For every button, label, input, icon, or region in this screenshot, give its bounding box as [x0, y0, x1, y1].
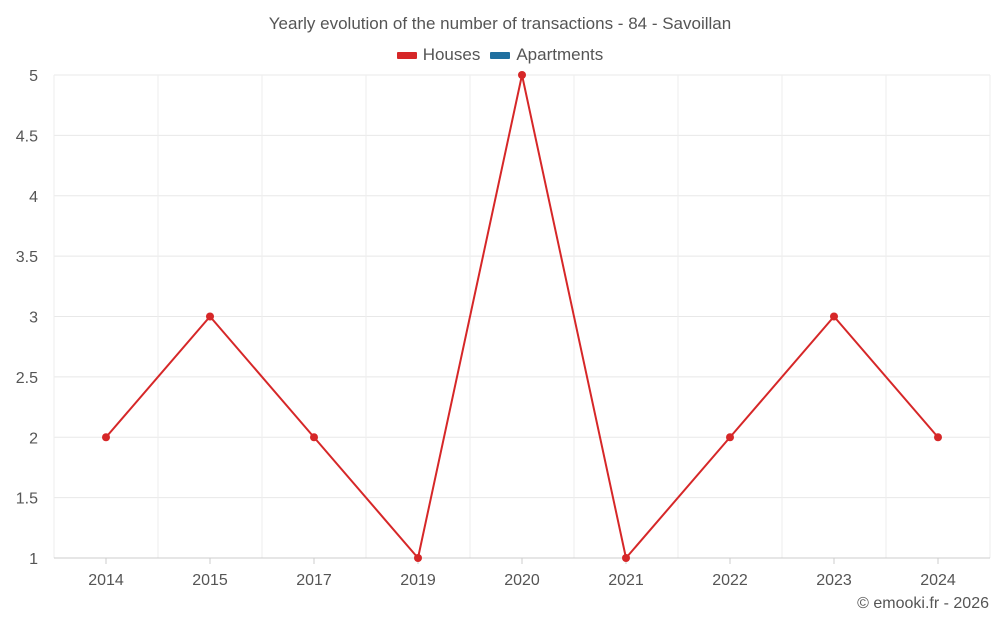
legend-item-houses[interactable]: Houses — [396, 45, 481, 65]
x-tick-label: 2015 — [192, 572, 228, 589]
chart-legend: Houses Apartments — [0, 45, 1000, 65]
data-point — [206, 312, 214, 321]
x-tick-label: 2017 — [296, 572, 332, 589]
legend-label-houses: Houses — [422, 45, 481, 64]
y-tick-label: 3.5 — [16, 249, 38, 266]
y-tick-label: 1 — [29, 551, 38, 568]
y-tick-label: 1.5 — [16, 491, 38, 508]
data-point — [414, 554, 422, 562]
data-point — [102, 433, 110, 442]
data-point — [830, 312, 838, 321]
x-tick-label: 2024 — [920, 572, 956, 589]
x-tick-label: 2022 — [712, 572, 748, 589]
data-point — [622, 554, 630, 562]
data-point — [726, 433, 734, 442]
y-tick-label: 4.5 — [16, 128, 38, 145]
legend-swatch-apartments — [490, 51, 511, 59]
x-tick-label: 2014 — [88, 572, 124, 589]
data-point — [310, 433, 318, 442]
y-tick-label: 3 — [29, 310, 38, 327]
data-point — [934, 433, 942, 442]
credit-text: © emooki.fr - 2026 — [857, 595, 989, 612]
x-tick-label: 2020 — [504, 572, 540, 589]
y-tick-label: 2 — [29, 430, 38, 447]
x-tick-label: 2021 — [608, 572, 644, 589]
legend-label-apartments: Apartments — [516, 45, 604, 64]
y-tick-label: 2.5 — [16, 370, 38, 387]
legend-swatch-houses — [396, 51, 417, 59]
y-tick-label: 4 — [29, 189, 38, 206]
x-tick-label: 2019 — [400, 572, 436, 589]
y-tick-label: 5 — [29, 68, 38, 85]
data-point — [518, 71, 526, 79]
chart-title: Yearly evolution of the number of transa… — [268, 14, 732, 33]
legend-item-apartments[interactable]: Apartments — [490, 45, 603, 65]
x-tick-label: 2023 — [816, 572, 852, 589]
